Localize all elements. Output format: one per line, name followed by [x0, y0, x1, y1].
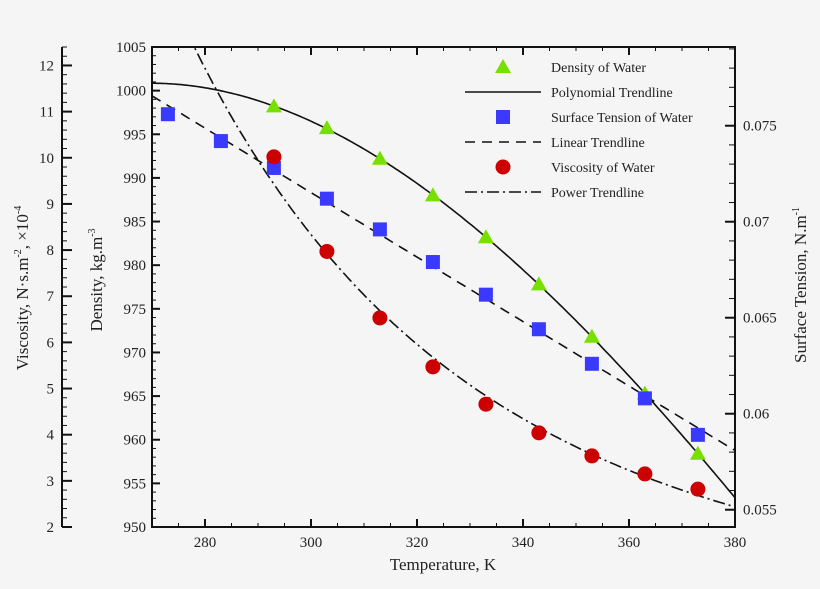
- density-tick-label: 980: [124, 258, 147, 274]
- square-point: [478, 287, 493, 302]
- triangle-point: [265, 98, 282, 113]
- legend: Density of Water Polynomial Trendline Surf…: [465, 59, 693, 201]
- density-tick-label: 960: [124, 433, 147, 449]
- triangle-point: [318, 120, 335, 135]
- circle-point: [531, 425, 547, 441]
- legend-circle-icon: [495, 159, 511, 175]
- power-trendline: [193, 47, 735, 508]
- surface-tension-tick-label: 0.075: [743, 119, 777, 135]
- viscosity-tick-label: 11: [40, 105, 54, 121]
- x-tick-label: 360: [618, 535, 641, 551]
- circle-point: [425, 359, 441, 375]
- polynomial-trendline: [152, 82, 735, 499]
- triangle-point: [583, 328, 600, 343]
- square-point: [690, 427, 705, 442]
- axes: 280 300 320 340 360 3809509559609659709759809…: [13, 40, 810, 551]
- surface-tension-tick-label: 0.07: [743, 215, 770, 231]
- label-text: Viscosity, N·s.m: [13, 258, 32, 371]
- legend-triangle-icon: [495, 59, 511, 73]
- circle-point: [266, 149, 282, 165]
- legend-label: Density of Water: [551, 61, 646, 76]
- circle-point: [372, 310, 388, 326]
- triangle-point: [689, 445, 706, 460]
- legend-label: Viscosity of Water: [551, 161, 655, 176]
- density-tick-label: 995: [124, 127, 147, 143]
- viscosity-tick-label: 10: [39, 151, 54, 167]
- density-tick-label: 985: [124, 215, 147, 231]
- density-tick-label: 1005: [116, 40, 146, 56]
- viscosity-tick-label: 12: [39, 58, 54, 74]
- square-point: [160, 107, 175, 122]
- label-sup: -4: [13, 206, 24, 214]
- square-point: [584, 356, 599, 371]
- surface-tension-axis-label: Surface Tension, N.m-1: [791, 207, 810, 363]
- viscosity-tick-label: 8: [47, 243, 55, 259]
- circle-point: [319, 243, 335, 259]
- square-point: [266, 160, 281, 175]
- circle-point: [584, 448, 600, 464]
- density-tick-label: 975: [124, 302, 147, 318]
- square-point: [213, 134, 228, 149]
- data-markers: [160, 98, 706, 497]
- legend-square-icon: [496, 110, 510, 124]
- trendlines: [152, 47, 735, 508]
- x-axis-label: Temperature, K: [390, 555, 497, 574]
- density-tick-label: 950: [124, 520, 147, 536]
- viscosity-tick-label: 9: [47, 197, 55, 213]
- surface-tension-tick-label: 0.055: [743, 503, 777, 519]
- density-tick-label: 965: [124, 389, 147, 405]
- label-text: Density, kg.m: [87, 237, 106, 332]
- circle-point: [690, 481, 706, 497]
- x-tick-label: 320: [406, 535, 429, 551]
- viscosity-tick-label: 3: [47, 474, 55, 490]
- density-tick-label: 990: [124, 171, 147, 187]
- legend-label: Polynomial Trendline: [551, 86, 673, 101]
- square-point: [531, 322, 546, 337]
- label-sup: -3: [87, 228, 98, 236]
- circle-point: [478, 396, 494, 412]
- viscosity-tick-label: 6: [47, 335, 55, 351]
- square-point: [637, 391, 652, 406]
- viscosity-axis-label: Viscosity, N·s.m-2, ×10-4: [13, 206, 32, 370]
- square-point: [372, 222, 387, 237]
- density-tick-label: 1000: [116, 84, 146, 100]
- density-tick-label: 955: [124, 476, 147, 492]
- triangle-point: [424, 187, 441, 202]
- triangle-point: [530, 276, 547, 291]
- triangle-point: [477, 229, 494, 244]
- label-text: Surface Tension, N.m: [791, 215, 810, 363]
- circle-point: [637, 466, 653, 482]
- label-sup: -2: [13, 249, 24, 257]
- density-tick-label: 970: [124, 345, 147, 361]
- legend-label: Surface Tension of Water: [551, 111, 693, 126]
- linear-trendline: [152, 95, 735, 452]
- x-tick-label: 280: [194, 535, 217, 551]
- square-point: [319, 191, 334, 206]
- label-sup: -1: [791, 207, 802, 215]
- viscosity-tick-label: 7: [47, 289, 55, 305]
- legend-label: Linear Trendline: [551, 136, 645, 151]
- legend-label: Power Trendline: [551, 186, 644, 201]
- surface-tension-tick-label: 0.06: [743, 407, 770, 423]
- label-text: , ×10: [13, 214, 32, 249]
- x-tick-label: 300: [300, 535, 323, 551]
- density-axis-label: Density, kg.m-3: [87, 228, 106, 331]
- x-tick-label: 380: [724, 535, 747, 551]
- x-tick-label: 340: [512, 535, 535, 551]
- viscosity-tick-label: 5: [47, 382, 55, 398]
- viscosity-tick-label: 2: [47, 520, 55, 536]
- triangle-point: [371, 150, 388, 165]
- surface-tension-tick-label: 0.065: [743, 311, 777, 327]
- square-point: [425, 255, 440, 270]
- viscosity-tick-label: 4: [47, 428, 55, 444]
